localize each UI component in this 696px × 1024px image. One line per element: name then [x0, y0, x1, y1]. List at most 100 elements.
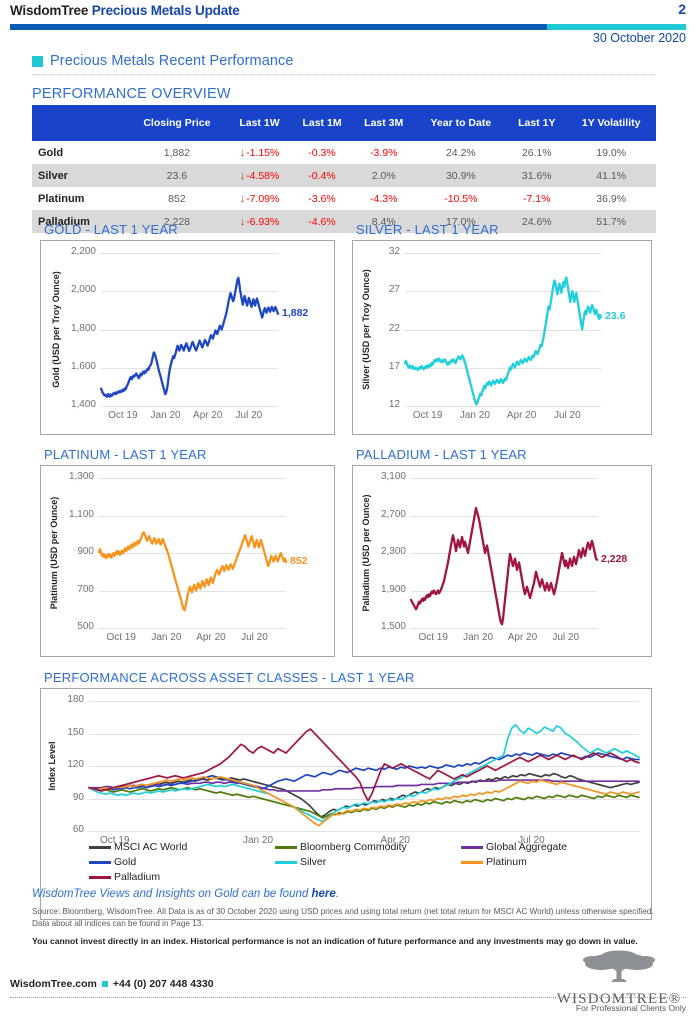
y-tick-label: 1,800 — [70, 322, 96, 334]
gridline — [411, 478, 597, 479]
chart-title-gold: GOLD - LAST 1 YEAR — [44, 222, 178, 237]
gridline — [101, 253, 278, 254]
legend-item[interactable]: Platinum — [461, 856, 527, 868]
cell-ytd-value: -10.5% — [444, 192, 478, 205]
gridline — [89, 701, 639, 702]
cell-last-1m-value: -3.6% — [308, 192, 336, 205]
header-rule-teal — [547, 24, 686, 30]
cell-last-1m: -0.3% — [291, 141, 353, 164]
y-tick-label: 2,700 — [380, 508, 406, 520]
legend-item[interactable]: Palladium — [89, 871, 160, 883]
cell-closing-price: 1,882 — [126, 141, 228, 164]
header-rule-blue — [10, 24, 547, 30]
end-value-label: 2,228 — [601, 552, 628, 565]
gridline — [99, 553, 286, 554]
cell-last-1w-value: -1.15% — [246, 146, 280, 159]
cell-last-1w-value: -6.93% — [246, 215, 280, 228]
chart-asset-classes: Index Level 60 90 120 150 180 Oct 19 Jan 20 Apr … — [40, 688, 652, 920]
row-label-value: Platinum — [38, 192, 85, 205]
gridline — [89, 798, 639, 800]
table-row: Gold 1,882 ↓-1.15% -0.3% -3.9% 24.2% 26.1% 19.0… — [32, 141, 656, 164]
cell-ytd: 30.9% — [414, 164, 508, 187]
y-tick-label: 32 — [388, 246, 400, 257]
cell-closing-price: 2,228 — [126, 210, 228, 233]
cell-1y-volatility: 36.9% — [566, 187, 656, 210]
legend-swatch — [89, 860, 111, 864]
cell-last-1m: -0.4% — [291, 164, 353, 187]
cell-last-1y: 24.6% — [507, 210, 567, 233]
insights-link-text: WisdomTree Views and Insights on Gold ca… — [32, 888, 312, 900]
footer-website[interactable]: WisdomTree.com — [10, 978, 97, 990]
cell-1y-volatility: 41.1% — [566, 164, 656, 187]
x-tick-label: Jan 20 — [243, 835, 274, 846]
insights-link-line[interactable]: WisdomTree Views and Insights on Gold ca… — [32, 888, 339, 900]
end-value-label: 1,882 — [282, 306, 309, 319]
table-body: Gold 1,882 ↓-1.15% -0.3% -3.9% 24.2% 26.1% 19.0… — [32, 141, 656, 233]
cell-1y-volatility: 19.0% — [566, 141, 656, 164]
series-line — [88, 775, 640, 827]
x-tick-label: Apr 20 — [380, 835, 410, 846]
y-tick-label: 1,300 — [68, 471, 94, 482]
x-tick-label: Jul 20 — [241, 632, 268, 643]
page-header-title: WisdomTree Precious Metals Update — [10, 3, 240, 18]
cell-last-3m-value: -3.9% — [369, 146, 398, 159]
legend-item[interactable]: Silver — [275, 856, 326, 868]
cell-last-1w: ↓-7.09% — [227, 187, 292, 210]
legend-item[interactable]: Bloomberg Commodity — [275, 841, 407, 853]
chart-palladium: Palladium (USD per Ounce) 1,500 1,900 2,300… — [352, 465, 652, 657]
table-row: Palladium 2,228 ↓-6.93% -4.6% 8.4% 17.0% 24.6%… — [32, 210, 656, 233]
footer-divider — [10, 997, 686, 998]
legend-label: Global Aggregate — [486, 841, 568, 853]
x-tick-label: Jan 20 — [150, 410, 181, 421]
chart-platinum: Platinum (USD per Ounce) 500 700 900 1,100 1,… — [40, 465, 335, 657]
cell-ytd-value: 17.0% — [445, 215, 476, 228]
cell-1y-volatility-value: 19.0% — [596, 146, 627, 159]
footer-phone: +44 (0) 207 448 4330 — [112, 978, 214, 990]
legend-label: Gold — [114, 856, 137, 868]
y-tick-label: 22 — [388, 322, 400, 334]
report-date: 30 October 2020 — [592, 31, 686, 45]
chart-title-platinum: PLATINUM - LAST 1 YEAR — [44, 447, 207, 462]
x-tick-label: Jul 20 — [235, 410, 263, 421]
cell-last-1m: -3.6% — [291, 187, 353, 210]
brand-name: WisdomTree — [10, 3, 89, 18]
legend-swatch — [461, 845, 483, 849]
legend-item[interactable]: Gold — [89, 856, 136, 868]
chart-title-palladium: PALLADIUM - LAST 1 YEAR — [356, 447, 527, 462]
cell-last-3m: -3.9% — [352, 141, 415, 164]
row-label-value: Palladium — [38, 215, 90, 228]
down-arrow-icon: ↓ — [239, 215, 246, 228]
legend-swatch — [275, 845, 297, 849]
series-line — [88, 723, 640, 823]
here-link[interactable]: here — [311, 888, 336, 900]
y-tick-label: 2,000 — [70, 284, 96, 296]
x-tick-label: Jan 20 — [463, 632, 494, 643]
col-header-last-1y: Last 1Y — [507, 105, 567, 141]
legend-item[interactable]: Global Aggregate — [461, 841, 567, 853]
gridline — [101, 329, 278, 331]
header-subtitle: Precious Metals Update — [91, 3, 240, 18]
down-arrow-icon: ↓ — [239, 169, 246, 182]
gridline — [99, 515, 286, 517]
chart-title-silver: SILVER - LAST 1 YEAR — [356, 222, 499, 237]
x-tick-label: Jan 20 — [151, 632, 182, 643]
cell-closing-price-value: 1,882 — [163, 146, 191, 159]
cell-ytd-value: 30.9% — [445, 169, 476, 182]
y-tick-label: 180 — [67, 694, 84, 705]
y-tick-label: 17 — [388, 360, 400, 372]
cell-last-1m-value: -0.3% — [308, 146, 336, 159]
cell-ytd: 17.0% — [414, 210, 508, 233]
gridline — [89, 766, 639, 767]
table-head: Closing Price Last 1W Last 1M Last 3M Ye… — [32, 105, 656, 141]
col-header-last-1m: Last 1M — [291, 105, 353, 141]
cell-closing-price: 852 — [126, 187, 228, 210]
cell-last-3m: 8.4% — [352, 210, 415, 233]
row-label: Silver — [32, 164, 126, 187]
legend-swatch — [89, 845, 111, 849]
down-arrow-icon: ↓ — [239, 146, 246, 159]
col-header-last-1w: Last 1W — [227, 105, 292, 141]
legend-item[interactable]: MSCI AC World — [89, 841, 187, 853]
wisdomtree-logo: WISDOMTREE® — [554, 948, 684, 1008]
chart-title-asset-classes: PERFORMANCE ACROSS ASSET CLASSES - LAST … — [44, 670, 415, 685]
cell-last-1y-value: 31.6% — [521, 169, 552, 182]
